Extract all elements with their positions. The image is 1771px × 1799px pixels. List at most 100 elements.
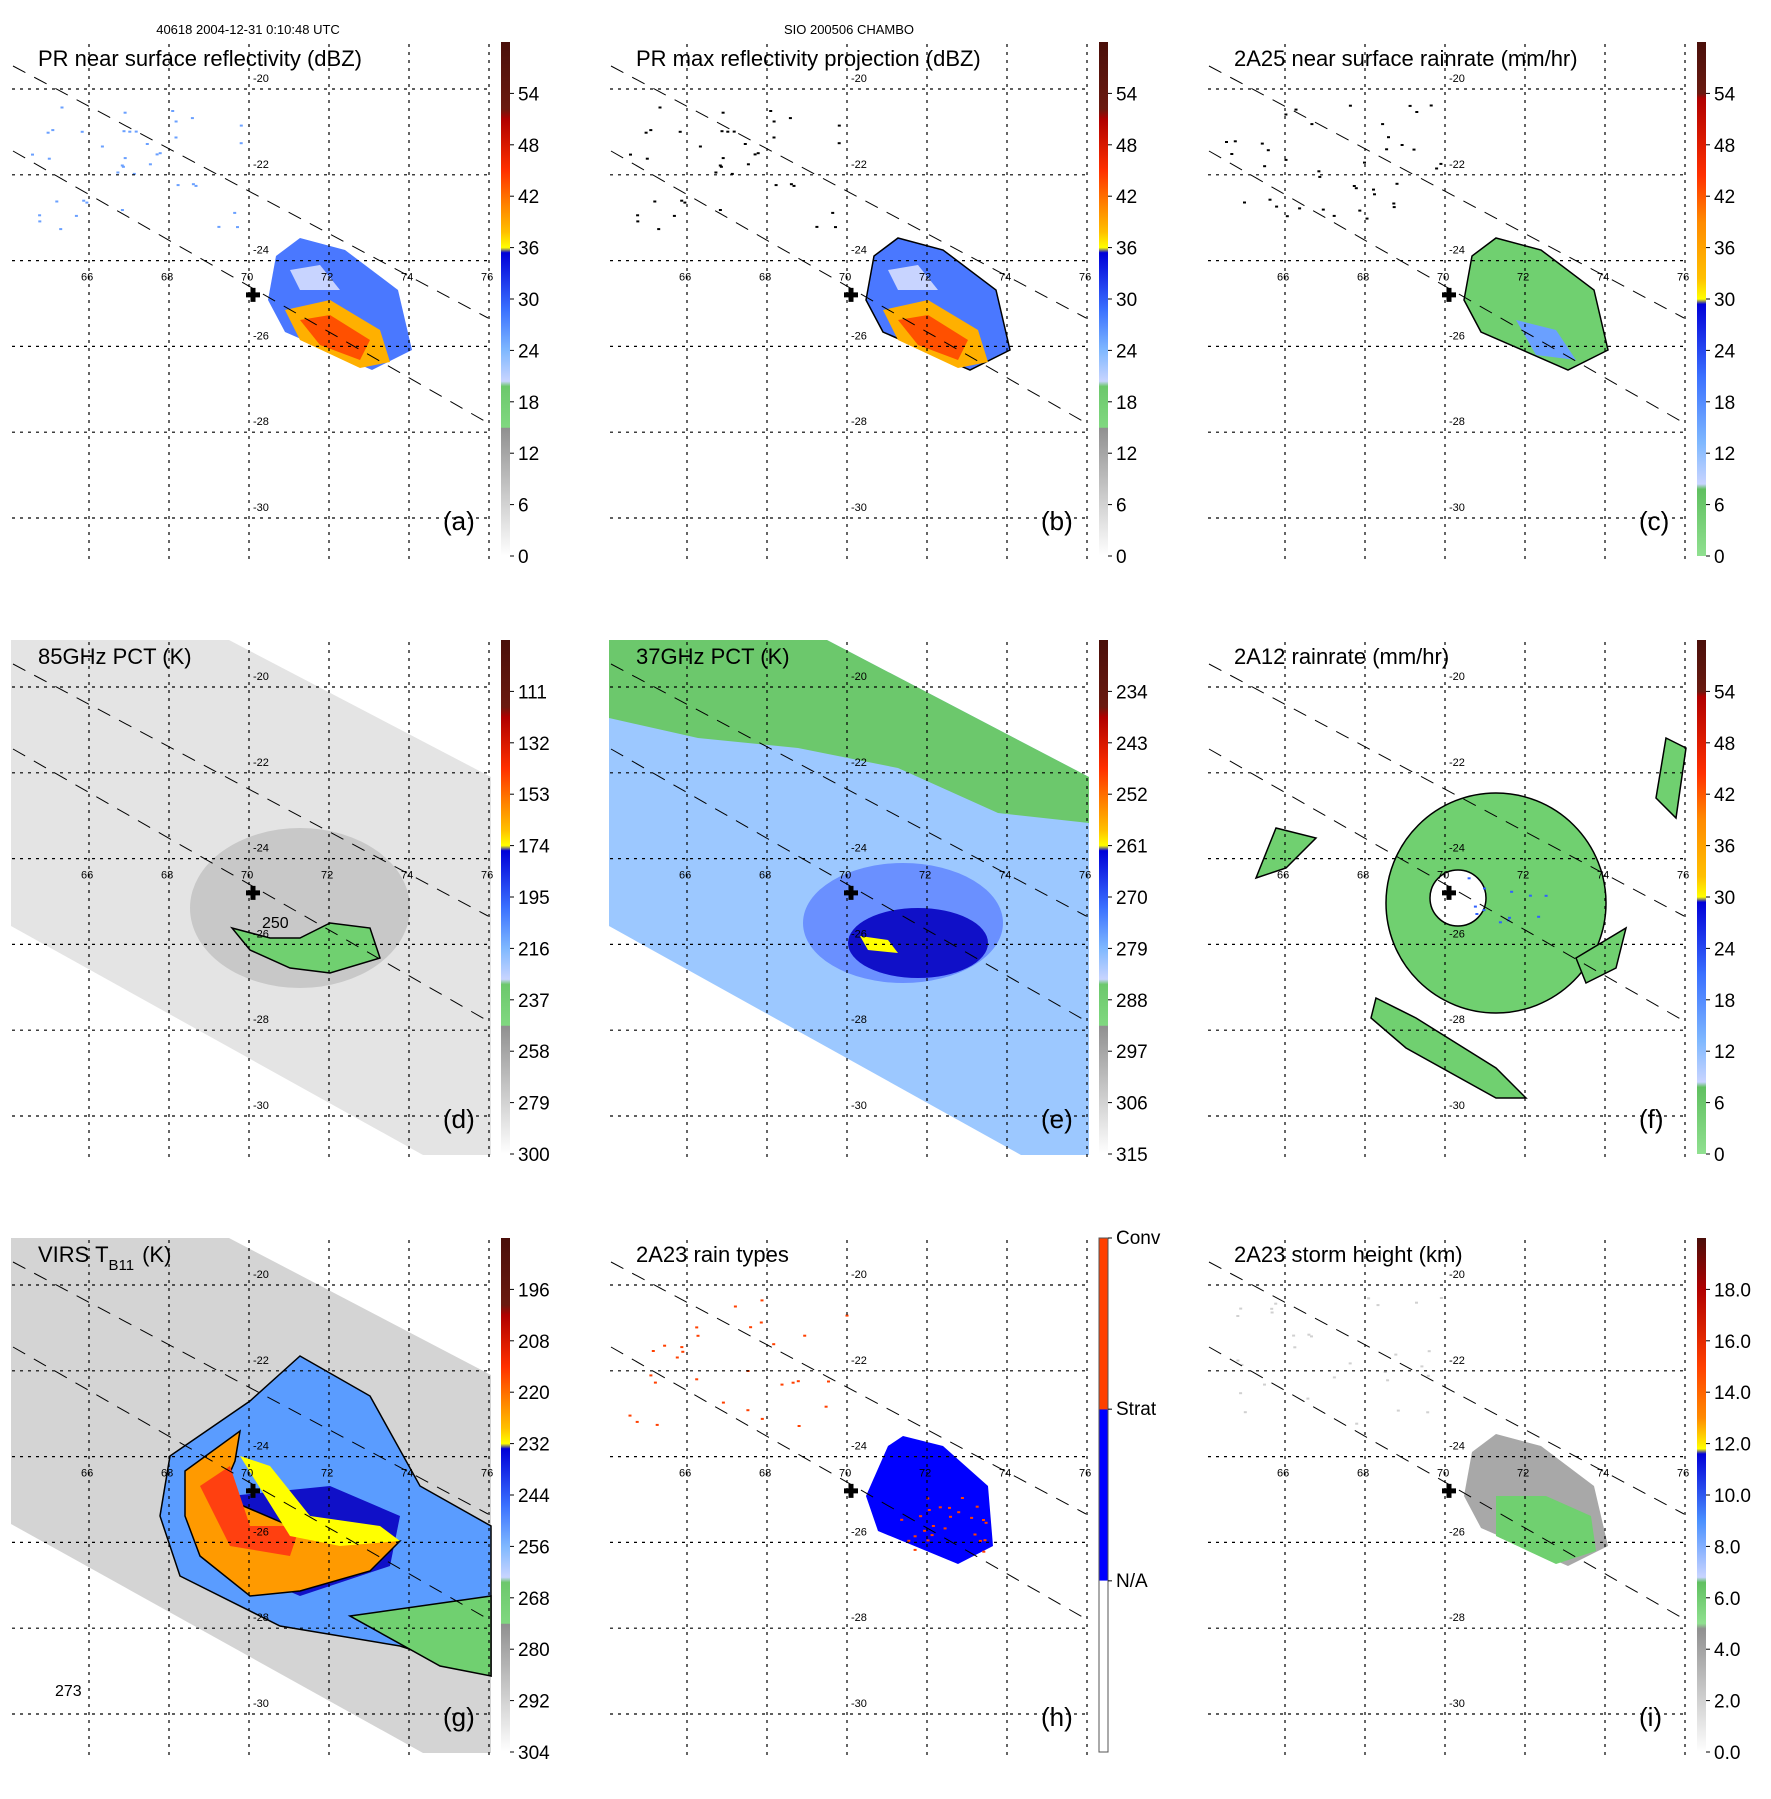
scattered-echo [38, 220, 42, 223]
lat-tick-label: -22 [253, 1355, 269, 1367]
scattered-echo [123, 111, 127, 114]
lat-lon-grid: 66 -20 68 -22 70 -24 72 -26 74 -28 76 -30 [610, 1240, 1091, 1756]
colorbar: 54 48 42 36 30 24 18 12 6 0 [1697, 42, 1736, 568]
scattered-echo [60, 106, 64, 109]
scattered-echo [134, 130, 138, 133]
lat-lon-grid: 66 -20 68 -22 70 -24 72 -26 74 -28 76 -30 [1208, 44, 1689, 560]
convective-pixel [900, 1518, 904, 1521]
lon-tick-label: 74 [1597, 272, 1609, 284]
anvil-region [240, 1456, 400, 1546]
southeast-rainband [347, 1595, 492, 1677]
lat-tick-label: -28 [851, 1612, 867, 1624]
warm-background-region [609, 640, 1089, 823]
panel-label: (b) [1041, 506, 1073, 536]
storm-center-plus-icon [844, 885, 858, 900]
colorbar-tick-label: 54 [1116, 84, 1138, 105]
scattered-height-pixel [1394, 1353, 1398, 1356]
lat-tick-label: -26 [851, 928, 867, 940]
scattered-echo [834, 226, 837, 229]
scattered-rain [1387, 136, 1390, 139]
data-field [1236, 1297, 1608, 1566]
swath-edge-south [1208, 1346, 1685, 1620]
colorbar-tick-label: 2.0 [1714, 1692, 1740, 1713]
swath-edge-north [1208, 1261, 1685, 1515]
panel-f-plot: 66 -20 68 -22 70 -24 72 -26 74 -28 76 -30 2A12 rainr… [1208, 640, 1736, 1166]
scattered-echo [100, 145, 104, 148]
scattered-echo [788, 117, 792, 120]
colorbar-tick-label: 174 [518, 837, 550, 858]
lat-tick-label: -22 [1449, 757, 1465, 769]
lon-tick-label: 66 [679, 1468, 691, 1480]
heavy-rain-region [848, 908, 988, 978]
colorbar-tick-label: 18 [518, 393, 539, 414]
scattered-rain [1284, 113, 1288, 116]
colorbar-tick-label: 297 [1116, 1042, 1148, 1063]
colorbar-tick-label: 6 [1714, 1094, 1725, 1115]
colorbar-tick-label: 153 [518, 785, 550, 806]
scattered-echo [171, 110, 175, 112]
colorbar-tick-label: 261 [1116, 837, 1148, 858]
lon-tick-label: 70 [241, 272, 253, 284]
colorbar-tick-label: 256 [518, 1537, 550, 1558]
lat-tick-label: -30 [851, 502, 867, 514]
panel-i: 66 -20 68 -22 70 -24 72 -26 74 -28 76 -30 2A23 storm… [1196, 1196, 1771, 1794]
panel-title: PR max reflectivity projection (dBZ) [636, 46, 981, 71]
lon-tick-label: 66 [1277, 272, 1289, 284]
lon-tick-label: 74 [999, 1468, 1011, 1480]
swath-edge-north [12, 65, 489, 319]
lon-tick-label: 76 [481, 272, 493, 284]
colorbar-tick-label: 18 [1714, 991, 1735, 1012]
storm-center-plus-icon [246, 1483, 260, 1498]
colorbar-tick-label: Strat [1116, 1399, 1157, 1420]
lon-tick-label: 70 [839, 272, 851, 284]
lat-lon-grid: 66 -20 68 -22 70 -24 72 -26 74 -28 76 -30 [12, 44, 493, 560]
storm-center-plus-icon [246, 885, 260, 900]
scattered-echo [174, 120, 178, 123]
scattered-height-pixel [1426, 1411, 1430, 1414]
scattered-echo [718, 209, 722, 211]
scattered-height-pixel [1306, 1397, 1310, 1400]
scattered-echo [636, 220, 640, 223]
scattered-rain [1381, 123, 1385, 126]
heavy-rain-pixel [1483, 887, 1486, 890]
lat-tick-label: -24 [1449, 1441, 1465, 1453]
scattered-convective-pixel [649, 1374, 653, 1377]
scattered-height-pixel [1376, 1304, 1380, 1307]
scattered-echo [753, 153, 757, 156]
scattered-echo [636, 214, 640, 217]
colorbar-scale [1098, 1237, 1109, 1753]
lat-tick-label: -30 [1449, 1100, 1465, 1112]
heavy-rain-pixel [1528, 894, 1532, 897]
scattered-echo [772, 136, 776, 139]
panel-title-text: 2A23 rain types [636, 1242, 789, 1267]
scattered-height-pixel [1355, 1422, 1359, 1425]
colorbar-tick-label: 232 [518, 1435, 550, 1456]
colorbar-tick-label: 132 [518, 734, 550, 755]
heavy-rain-pixel [1508, 916, 1511, 919]
panel-title-subscript: B11 [109, 1257, 135, 1274]
lon-tick-label: 74 [1597, 1468, 1609, 1480]
scattered-convective-pixel [797, 1425, 801, 1427]
scattered-height-pixel [1348, 1362, 1352, 1365]
panel-title-text: 85GHz PCT (K) [38, 644, 192, 669]
lat-tick-label: -28 [1449, 1612, 1465, 1624]
scattered-height-pixel [1396, 1409, 1400, 1412]
colorbar-tick-label: 208 [518, 1332, 550, 1353]
scattered-convective-pixel [695, 1326, 699, 1329]
scattered-echo [756, 152, 760, 155]
scattered-echo [155, 153, 159, 156]
colorbar-tick-label: 24 [1116, 341, 1138, 362]
swath-edge-north [1208, 65, 1685, 319]
scattered-convective-pixel [791, 1381, 795, 1384]
rain-rate-region [1463, 237, 1609, 371]
scattered-rain [1408, 104, 1412, 107]
colorbar: 196 208 220 232 244 256 268 280 292 304 [501, 1238, 550, 1764]
convective-pixel [973, 1533, 977, 1536]
lat-tick-label: -26 [1449, 928, 1465, 940]
scattered-echo [644, 131, 648, 134]
panel-g-plot: 66 -20 68 -22 70 -24 72 -26 74 -28 76 -30 273 VIRS TB… [11, 1238, 550, 1764]
colorbar-tick-label: 220 [518, 1383, 550, 1404]
scattered-echo [46, 131, 50, 134]
scattered-convective-pixel [651, 1350, 655, 1352]
lat-tick-label: -26 [253, 928, 269, 940]
